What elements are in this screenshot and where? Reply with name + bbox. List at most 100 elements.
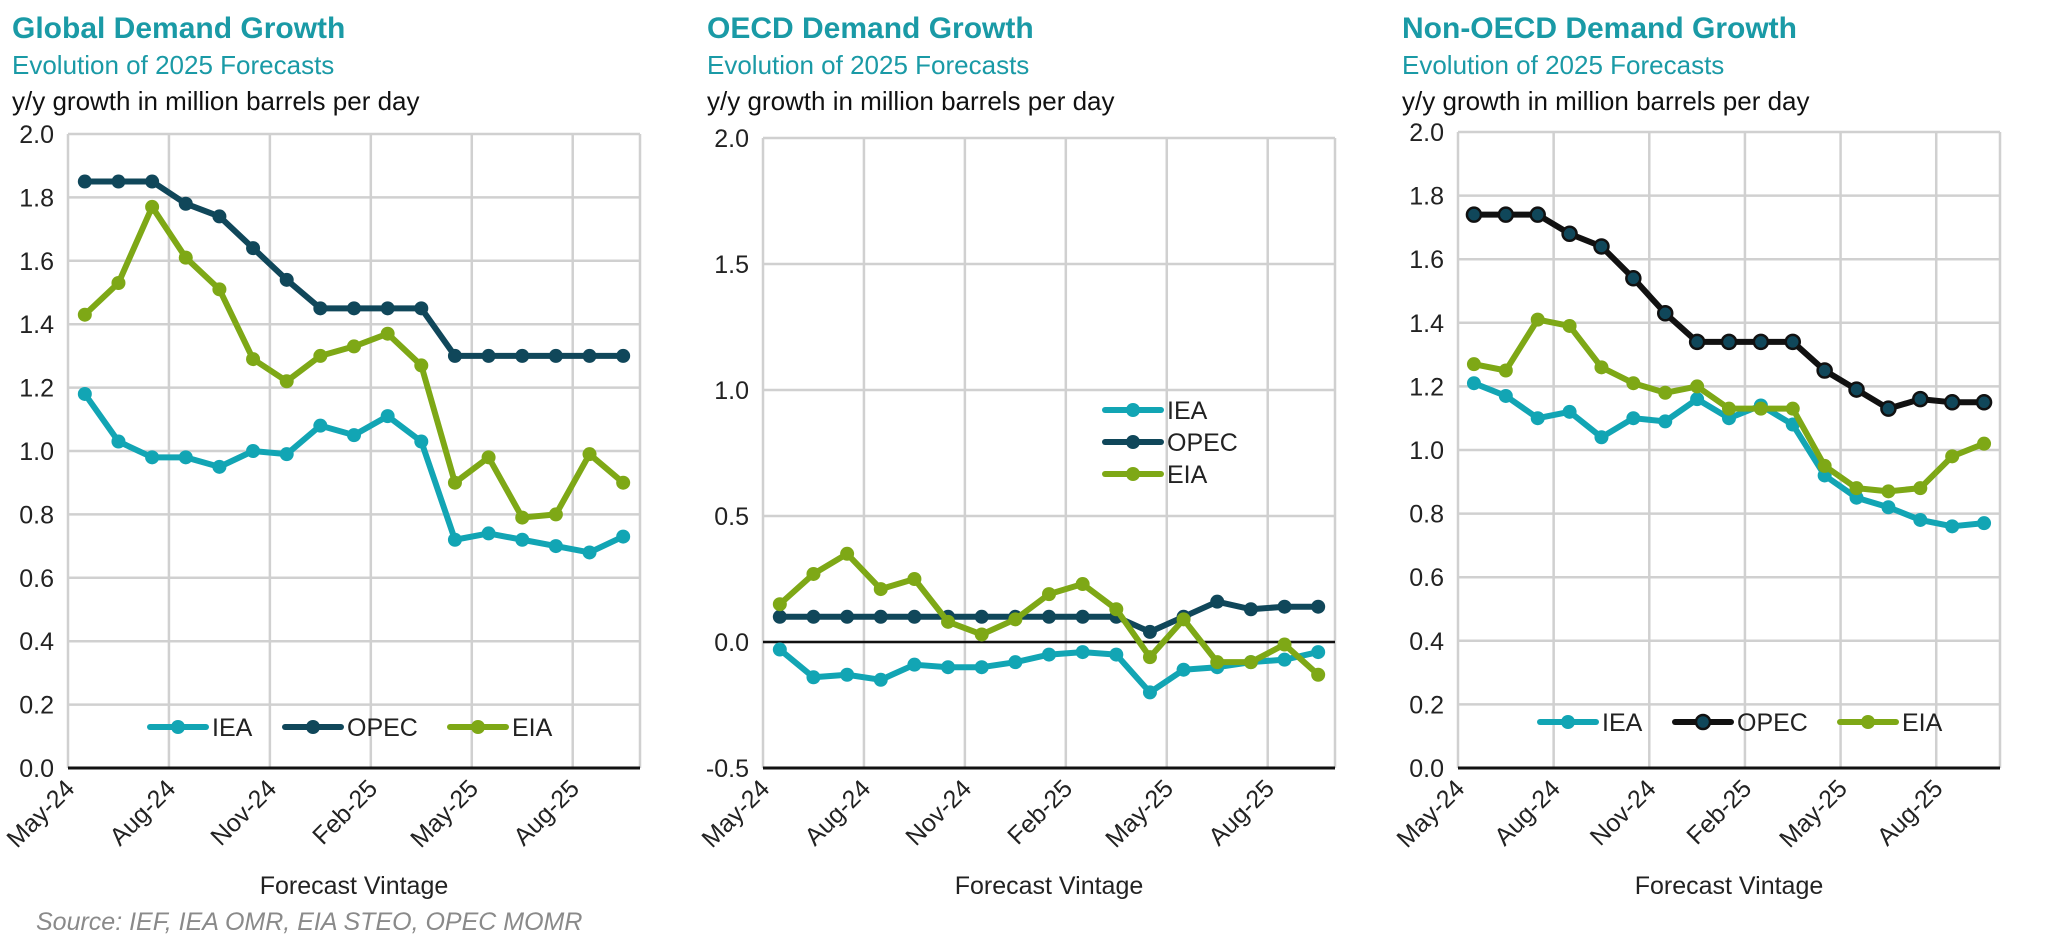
data-point-opec	[178, 196, 193, 211]
data-point-iea	[347, 428, 361, 443]
data-point-iea	[246, 444, 261, 458]
data-point-eia	[1109, 602, 1124, 617]
series-line-opec	[81, 178, 627, 359]
chart-subtitle: Evolution of 2025 Forecasts	[1402, 50, 1725, 80]
chart-oecd-svg: -0.5 0.0 0.5 1.0 1.5 2.0 May-24 Aug-24 Nov-24 Feb…	[696, 125, 1337, 900]
data-point-iea	[1881, 500, 1896, 515]
series-line-opec	[1470, 211, 1988, 412]
data-point-opec	[1497, 206, 1515, 223]
y-tick-label: 1.6	[1409, 246, 1444, 274]
data-point-eia	[1176, 612, 1191, 627]
legend-label: EIA	[1902, 709, 1943, 737]
y-tick-label: 2.0	[19, 121, 54, 149]
data-point-iea	[77, 386, 92, 401]
data-point-eia	[212, 282, 227, 297]
y-tick-label: 1.8	[1409, 183, 1444, 211]
data-point-opec	[1943, 394, 1961, 411]
legend-label: OPEC	[1737, 709, 1808, 737]
y-tick-label: 1.0	[1409, 437, 1444, 465]
data-point-iea	[1042, 647, 1056, 662]
data-point-iea	[941, 660, 956, 675]
data-point-eia	[840, 546, 855, 561]
chart-ylabel: y/y growth in million barrels per day	[1402, 86, 1810, 116]
data-point-iea	[806, 670, 821, 685]
data-point-eia	[1466, 357, 1481, 372]
x-tick-label: Feb-25	[1681, 774, 1757, 850]
data-point-opec	[1656, 305, 1674, 322]
y-tick-label: 0.0	[714, 629, 749, 657]
data-point-opec	[447, 348, 462, 363]
data-point-eia	[279, 374, 294, 389]
data-point-opec	[1277, 599, 1292, 614]
chart-ylabel: y/y growth in million barrels per day	[12, 86, 420, 116]
data-point-opec	[873, 609, 888, 624]
y-tick-label: 1.2	[1409, 373, 1444, 401]
data-point-eia	[414, 358, 429, 373]
data-point-opec	[974, 609, 989, 624]
data-point-eia	[1849, 481, 1864, 496]
data-point-iea	[515, 532, 530, 547]
y-tick-label: 1.8	[19, 184, 54, 212]
data-point-iea	[481, 526, 496, 541]
data-point-eia	[1042, 587, 1056, 602]
y-tick-label: 0.6	[19, 565, 54, 593]
data-point-eia	[974, 627, 989, 642]
legend-swatch-marker	[171, 720, 185, 734]
legend-swatch-marker	[1861, 715, 1875, 729]
data-point-opec	[1625, 270, 1642, 287]
data-point-eia	[1817, 458, 1832, 473]
x-tick-label: May-25	[405, 774, 484, 853]
legend-label: IEA	[212, 714, 253, 742]
data-point-eia	[1626, 376, 1641, 391]
data-point-opec	[481, 348, 496, 363]
data-point-opec	[1311, 599, 1326, 614]
data-point-eia	[347, 339, 361, 354]
x-tick-label: Aug-25	[508, 774, 585, 851]
chart-title: OECD Demand Growth	[707, 12, 1034, 45]
data-point-iea	[1945, 519, 1960, 534]
data-point-opec	[1042, 609, 1056, 624]
x-tick-label: Aug-24	[104, 774, 181, 851]
data-point-eia	[481, 450, 496, 465]
y-tick-label: 0.2	[1409, 691, 1444, 719]
data-point-opec	[515, 348, 530, 363]
data-point-iea	[616, 529, 631, 544]
y-tick-label: 0.5	[714, 503, 749, 531]
data-point-eia	[582, 447, 597, 462]
data-point-iea	[873, 672, 888, 687]
y-tick-label: 1.0	[19, 438, 54, 466]
series-line-iea	[81, 390, 627, 556]
source-note: Source: IEF, IEA OMR, EIA STEO, OPEC MOM…	[36, 908, 583, 936]
chart-subtitle: Evolution of 2025 Forecasts	[707, 50, 1030, 80]
data-point-eia	[1243, 655, 1258, 670]
data-point-eia	[616, 475, 631, 490]
data-point-eia	[1785, 401, 1800, 416]
y-tick-label: 0.6	[1409, 564, 1444, 592]
data-point-opec	[414, 301, 429, 316]
data-point-iea	[1530, 411, 1545, 426]
data-point-eia	[1913, 481, 1928, 496]
data-point-opec	[111, 174, 126, 189]
data-point-eia	[1498, 363, 1513, 378]
x-tick-label: May-24	[1, 774, 80, 853]
data-point-iea	[1466, 376, 1481, 391]
legend-swatch-marker	[306, 720, 320, 734]
legend-swatch-marker	[1126, 403, 1140, 417]
legend-label: EIA	[512, 714, 553, 742]
legend-swatch-marker	[471, 720, 485, 734]
data-point-opec	[1465, 206, 1483, 223]
x-tick-label: Feb-25	[1002, 774, 1078, 850]
legend-swatch-marker	[1126, 467, 1140, 481]
data-point-eia	[380, 326, 395, 341]
data-point-eia	[1690, 379, 1705, 394]
chart-title: Global Demand Growth	[12, 12, 346, 45]
data-point-iea	[1562, 404, 1577, 419]
y-tick-label: 1.4	[1409, 310, 1444, 338]
x-tick-label: May-24	[696, 774, 775, 853]
x-tick-label: Aug-24	[799, 774, 876, 851]
data-point-opec	[1848, 381, 1865, 398]
y-tick-label: 2.0	[1409, 119, 1444, 147]
x-tick-label: Aug-25	[1872, 774, 1949, 851]
y-tick-label: 1.2	[19, 375, 54, 403]
